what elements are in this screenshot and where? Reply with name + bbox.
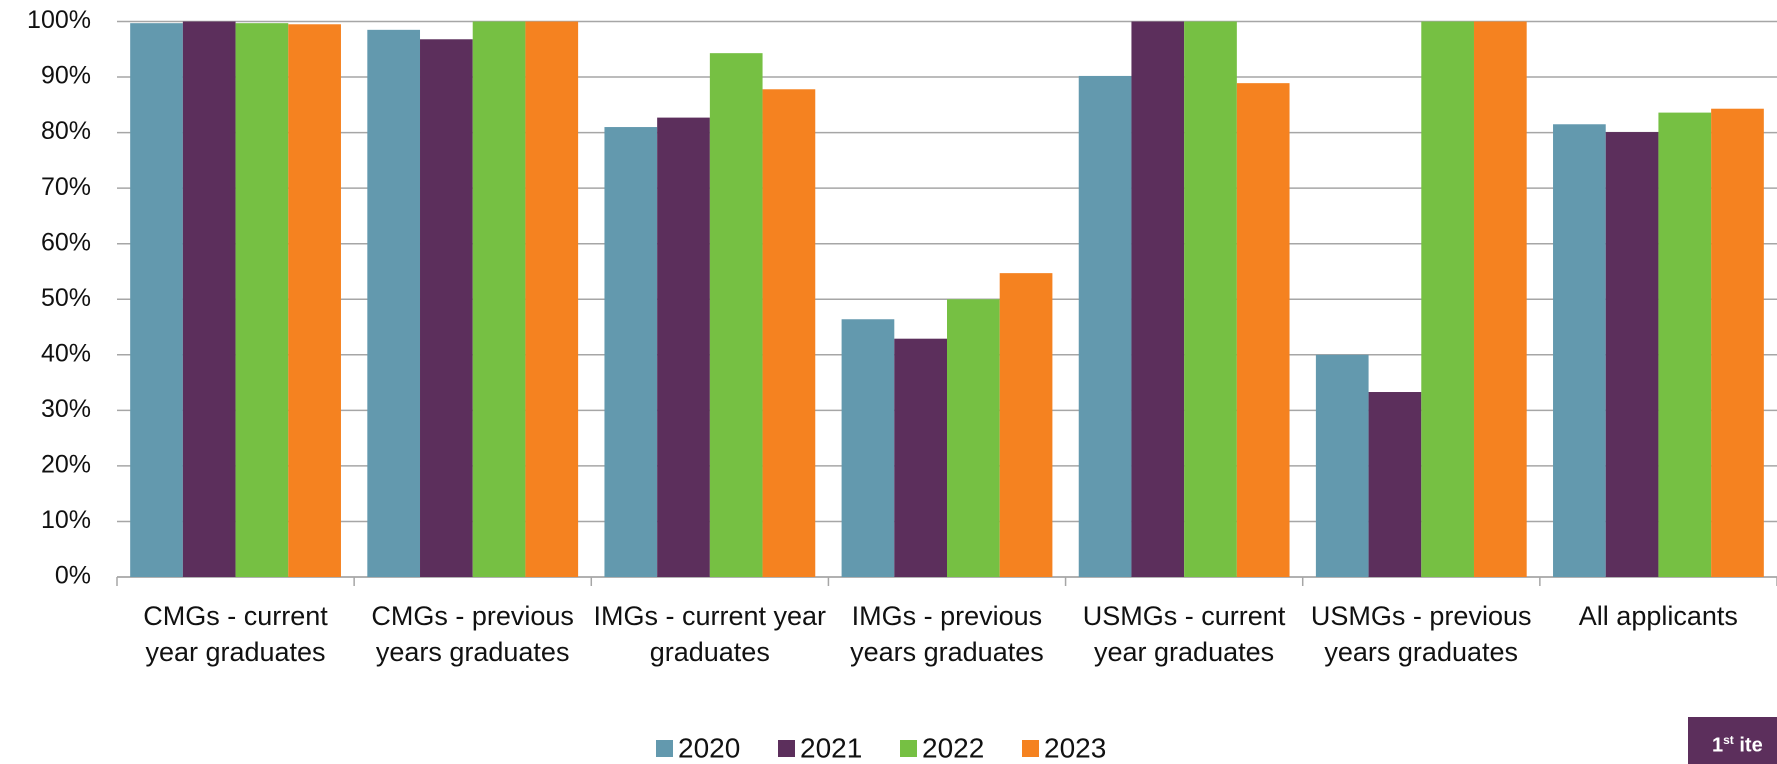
bar [1711,108,1764,577]
legend-label: 2020 [678,732,740,763]
legend-label: 2022 [922,732,984,763]
bar [1131,21,1185,577]
bar [762,89,816,578]
bar [472,21,526,577]
bar [999,273,1053,577]
bar [1315,354,1369,577]
bar [1553,124,1606,577]
bar [841,319,895,577]
legend-label: 2021 [800,732,862,763]
x-tick-label: USMGs - previous years graduates [1310,601,1532,667]
y-tick-label: 70% [41,173,91,201]
bar [894,338,947,577]
legend-swatch [778,740,795,757]
bar [288,24,341,577]
y-tick-label: 20% [41,451,91,479]
bar [235,23,289,577]
bar [1605,132,1659,577]
legend-label: 2023 [1044,732,1106,763]
bar [420,39,473,577]
bar [1368,392,1422,577]
bar [657,117,710,577]
x-tick-label: IMGs - current year graduates [593,601,827,667]
bar [1184,21,1237,577]
y-tick-label: 0% [55,562,91,590]
bar [1658,112,1712,578]
badge: 1st ite [1688,717,1777,764]
bar [367,29,421,577]
x-tick-label: USMGs - current year graduates [1082,601,1286,667]
x-tick-label: CMGs - previous years graduates [371,601,574,667]
bar [709,53,763,577]
bar [1078,75,1132,578]
bar [1236,83,1290,578]
bar [182,21,236,577]
y-tick-label: 30% [41,395,91,423]
bar [1473,21,1527,577]
y-tick-label: 10% [41,506,91,534]
bar [525,21,579,577]
x-tick-label: CMGs - current year graduates [143,601,328,667]
bar [604,127,658,578]
y-tick-label: 40% [41,339,91,367]
bar [947,299,1000,577]
y-tick-label: 50% [41,284,91,312]
x-tick-label: All applicants [1578,601,1738,631]
y-tick-label: 60% [41,228,91,256]
badge-text: ite [1739,734,1763,757]
legend-swatch [1022,740,1039,757]
x-tick-label: IMGs - previous years graduates [850,601,1044,667]
bar [1421,21,1474,577]
y-tick-label: 90% [41,62,91,90]
legend-swatch [656,740,673,757]
badge-number: 1 [1712,734,1724,757]
bar [130,23,183,577]
y-tick-label: 80% [41,117,91,145]
legend-swatch [900,740,917,757]
badge-suffix: st [1723,733,1734,747]
y-tick-label: 100% [27,6,91,34]
